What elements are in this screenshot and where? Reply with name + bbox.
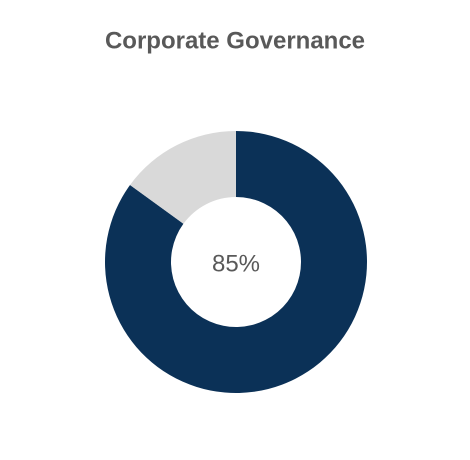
donut-segment <box>130 131 236 224</box>
donut-segment <box>104 131 368 393</box>
chart-title: Corporate Governance <box>105 27 365 54</box>
center-label: 85% <box>212 250 260 277</box>
